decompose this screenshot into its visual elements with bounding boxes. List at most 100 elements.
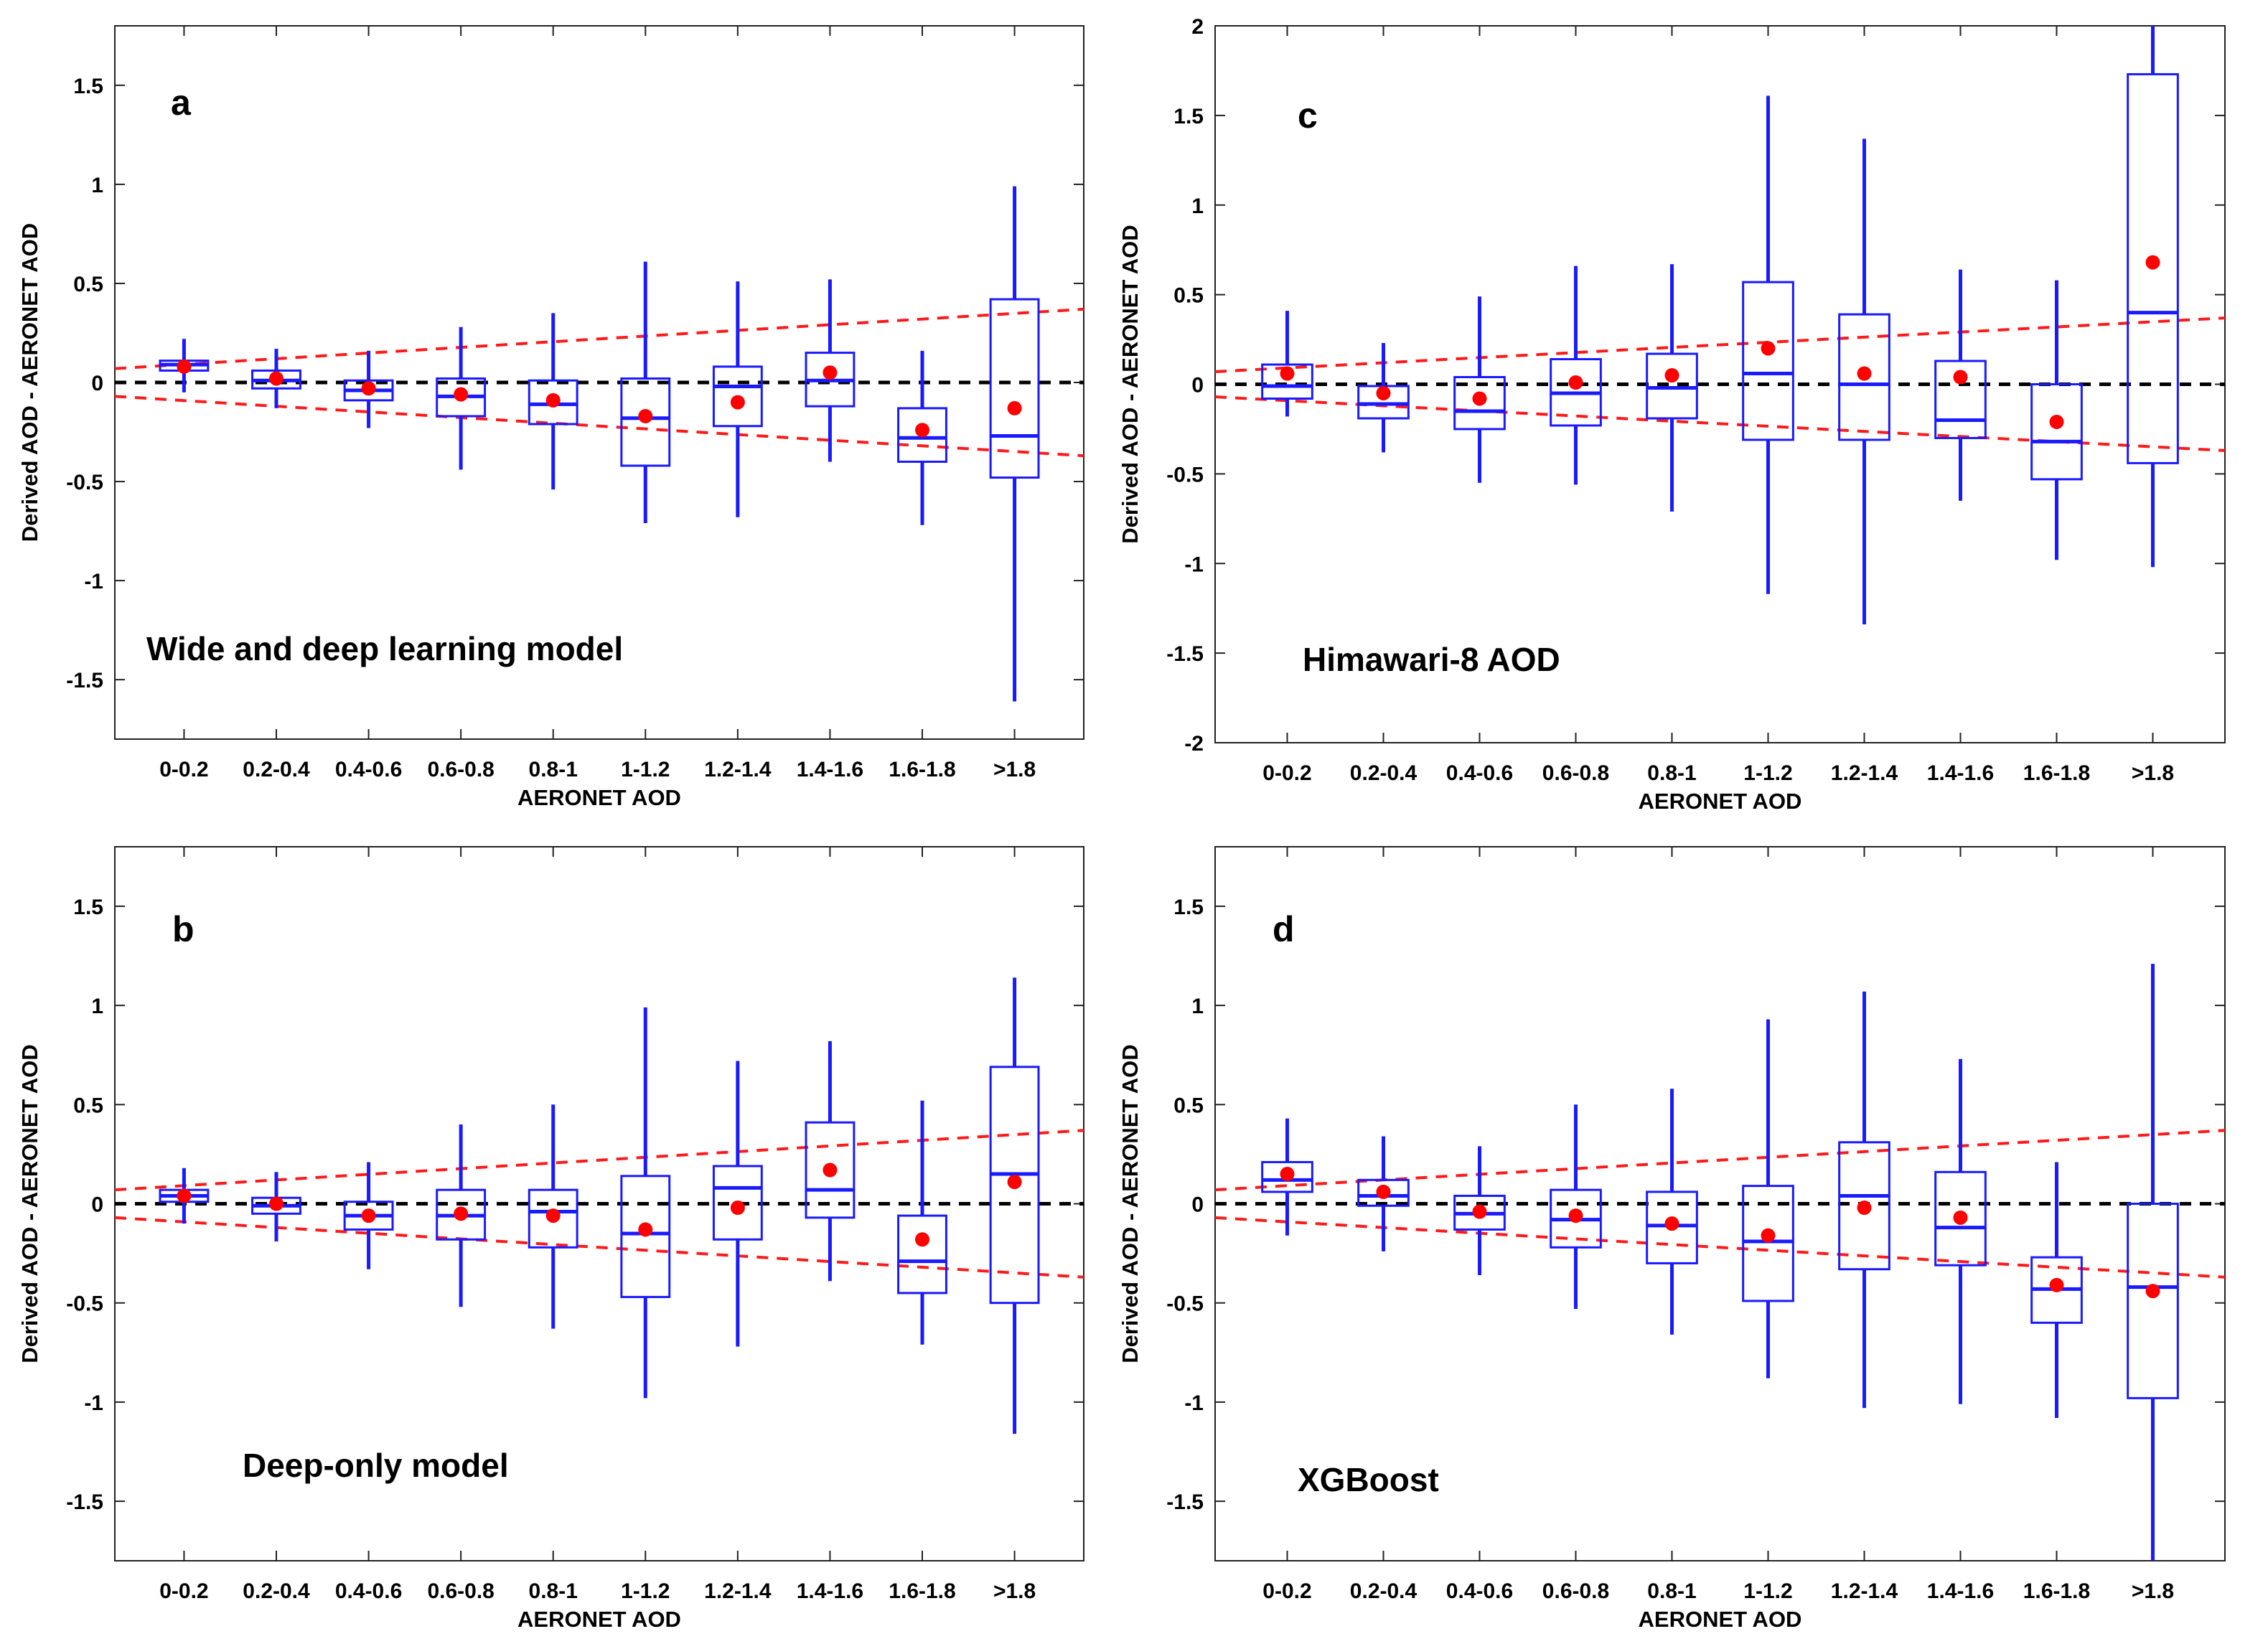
x-tick-label: 1.4-1.6 <box>797 758 863 781</box>
x-tick-label: 0.4-0.6 <box>335 758 402 781</box>
box-1.4-1.6 <box>1934 269 1987 501</box>
box-0.6-0.8 <box>436 327 487 470</box>
box-1.4-1.6 <box>805 1041 856 1282</box>
iqr-box <box>1838 1141 1890 1271</box>
x-axis-title: AERONET AOD <box>1639 1607 1802 1632</box>
iqr-box <box>1934 1170 1987 1267</box>
mean-marker <box>1007 1175 1022 1190</box>
box-0.6-0.8 <box>436 1124 487 1307</box>
box-0-0.2 <box>159 339 210 393</box>
y-tick-label: -1.5 <box>66 669 103 692</box>
x-tick-label: 0.6-0.8 <box>427 758 494 781</box>
y-tick-label: 1.5 <box>1173 896 1204 919</box>
x-tick-label: 0-0.2 <box>1262 761 1311 785</box>
mean-marker <box>1857 366 1872 381</box>
panel-c: -2 -1.5 -1 -0.5 0 0.5 1 1.5 2 0-0.2 0.2-0.4 0.4-0.6… <box>1117 15 2226 814</box>
iqr-box <box>1261 1160 1313 1193</box>
x-tick-label: 0-0.2 <box>159 1579 208 1603</box>
panel-b: -1.5 -1 -0.5 0 0.5 1 1.5 0-0.2 0.2-0.4 0.4-0.6 0.6… <box>17 846 1084 1632</box>
iqr-box <box>897 407 947 463</box>
mean-marker <box>1568 375 1583 390</box>
y-tick-label: 0.5 <box>73 273 103 296</box>
iqr-box <box>1742 281 1794 441</box>
box-0.8-1 <box>528 313 578 490</box>
box-1.6-1.8 <box>2030 280 2083 560</box>
x-tick-label: 0.8-1 <box>529 758 578 781</box>
box-0.4-0.6 <box>343 350 394 428</box>
box-1-1.2 <box>620 1007 671 1399</box>
mean-marker <box>454 1206 469 1221</box>
mean-marker <box>730 395 745 410</box>
box-1.2-1.4 <box>712 1061 763 1347</box>
x-axis-title: AERONET AOD <box>517 1607 681 1632</box>
box-0.2-0.4 <box>1357 343 1410 453</box>
iqr-box <box>712 365 763 428</box>
box-1.4-1.6 <box>805 279 856 462</box>
mean-marker <box>454 387 469 402</box>
iqr-box <box>620 377 671 467</box>
iqr-box <box>897 1214 947 1295</box>
x-tick-label: 1.4-1.6 <box>1927 761 1994 785</box>
box-1.6-1.8 <box>897 350 947 525</box>
box-0.8-1 <box>1646 264 1698 512</box>
iqr-box <box>1934 360 1987 439</box>
y-tick-label: 1 <box>91 174 103 197</box>
box-0-0.2 <box>1261 311 1313 417</box>
x-tick-label: >1.8 <box>993 1579 1036 1603</box>
y-tick-label: -1.5 <box>66 1490 103 1514</box>
mean-marker <box>915 1232 929 1247</box>
x-tick-label: 0.2-0.4 <box>1350 1579 1418 1603</box>
box-0.2-0.4 <box>251 1172 301 1242</box>
iqr-box <box>805 1121 856 1219</box>
mean-marker <box>545 1208 561 1223</box>
box-1-1.2 <box>1742 1019 1794 1378</box>
x-tick-label: 0-0.2 <box>159 758 208 781</box>
mean-marker <box>2145 1284 2160 1299</box>
x-tick-label: 1-1.2 <box>1743 1579 1792 1603</box>
mean-marker <box>915 423 929 438</box>
iqr-box <box>1357 1178 1410 1207</box>
x-tick-label: 0.4-0.6 <box>1446 761 1513 785</box>
y-tick-label: -1.5 <box>1166 1490 1204 1514</box>
y-tick-label: 0 <box>91 1193 103 1217</box>
x-tick-label: 0.6-0.8 <box>1542 1579 1609 1603</box>
x-tick-label: 0.2-0.4 <box>243 758 310 781</box>
mean-marker <box>1761 1228 1776 1243</box>
box-0.6-0.8 <box>1550 266 1602 485</box>
y-tick-label: 1 <box>1191 995 1204 1018</box>
mean-marker <box>823 365 838 380</box>
box-0.6-0.8 <box>1550 1104 1602 1309</box>
mean-marker <box>1376 1184 1391 1199</box>
panel-letter: d <box>1273 909 1295 949</box>
y-axis-title: Derived AOD - AERONET AOD <box>1117 225 1143 543</box>
y-tick-label: 1 <box>91 995 103 1018</box>
y-tick-label: 0.5 <box>73 1094 103 1117</box>
x-tick-label: 1.2-1.4 <box>1831 1579 1898 1603</box>
x-tick-label: 0.4-0.6 <box>335 1579 402 1603</box>
iqr-box <box>1838 313 1890 441</box>
box-0.4-0.6 <box>1453 1146 1506 1275</box>
y-tick-label: 1.5 <box>1173 105 1204 128</box>
y-tick-label: 1.5 <box>73 896 103 919</box>
x-tick-label: 0.6-0.8 <box>427 1579 494 1603</box>
iqr-box <box>1261 363 1313 400</box>
x-tick-label: 1.6-1.8 <box>2023 761 2090 785</box>
box-1.4-1.6 <box>1934 1058 1987 1404</box>
y-axis-title: Derived AOD - AERONET AOD <box>1117 1044 1143 1363</box>
y-tick-label: -0.5 <box>1166 463 1204 487</box>
iqr-box <box>712 1165 763 1241</box>
upper-error-envelope-line <box>1214 316 2226 374</box>
mean-marker <box>2049 1277 2064 1292</box>
y-axis-title: Derived AOD - AERONET AOD <box>17 1044 42 1363</box>
x-tick-label: 1-1.2 <box>621 758 670 781</box>
box->1.8 <box>989 977 1040 1434</box>
mean-marker <box>1280 366 1295 381</box>
x-tick-label: 1-1.2 <box>1743 761 1792 785</box>
mean-marker <box>638 1222 653 1237</box>
x-tick-label: 1.2-1.4 <box>1831 761 1898 785</box>
y-tick-label: -1 <box>1184 1391 1204 1415</box>
box-0.2-0.4 <box>251 349 301 408</box>
mean-marker <box>1280 1167 1295 1182</box>
box-1.6-1.8 <box>897 1100 947 1345</box>
box-0-0.2 <box>1261 1118 1313 1236</box>
